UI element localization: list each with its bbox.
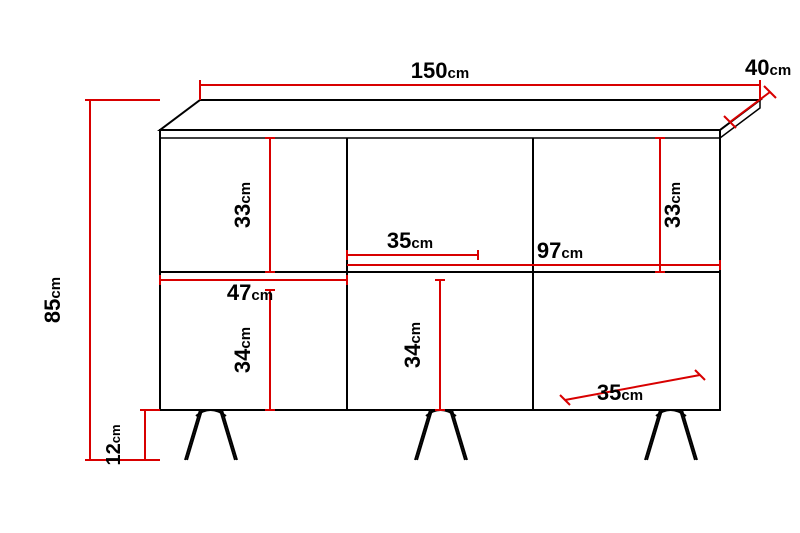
label-upper-left: 33cm [230, 182, 255, 228]
label-lower-left: 34cm [230, 327, 255, 373]
label-lower-mid: 34cm [400, 322, 425, 368]
label-shelf-w2: 35cm [387, 228, 433, 253]
label-shelf-w1: 47cm [227, 280, 273, 305]
label-shelf-w3: 97cm [537, 238, 583, 263]
leg-right [645, 410, 697, 460]
furniture-diagram: 150cm 40cm 85cm 12cm 33cm 33cm 47cm 35cm… [0, 0, 800, 533]
top-surface [160, 100, 760, 130]
label-leg-h: 12cm [103, 424, 125, 465]
label-upper-right: 33cm [660, 182, 685, 228]
dim-top-depth [730, 92, 770, 122]
label-top-depth: 40cm [745, 55, 791, 80]
leg-left [185, 410, 237, 460]
leg-mid [415, 410, 467, 460]
label-top-width: 150cm [411, 58, 469, 83]
label-lower-right: 35cm [597, 380, 643, 405]
label-overall-h: 85cm [40, 277, 65, 323]
